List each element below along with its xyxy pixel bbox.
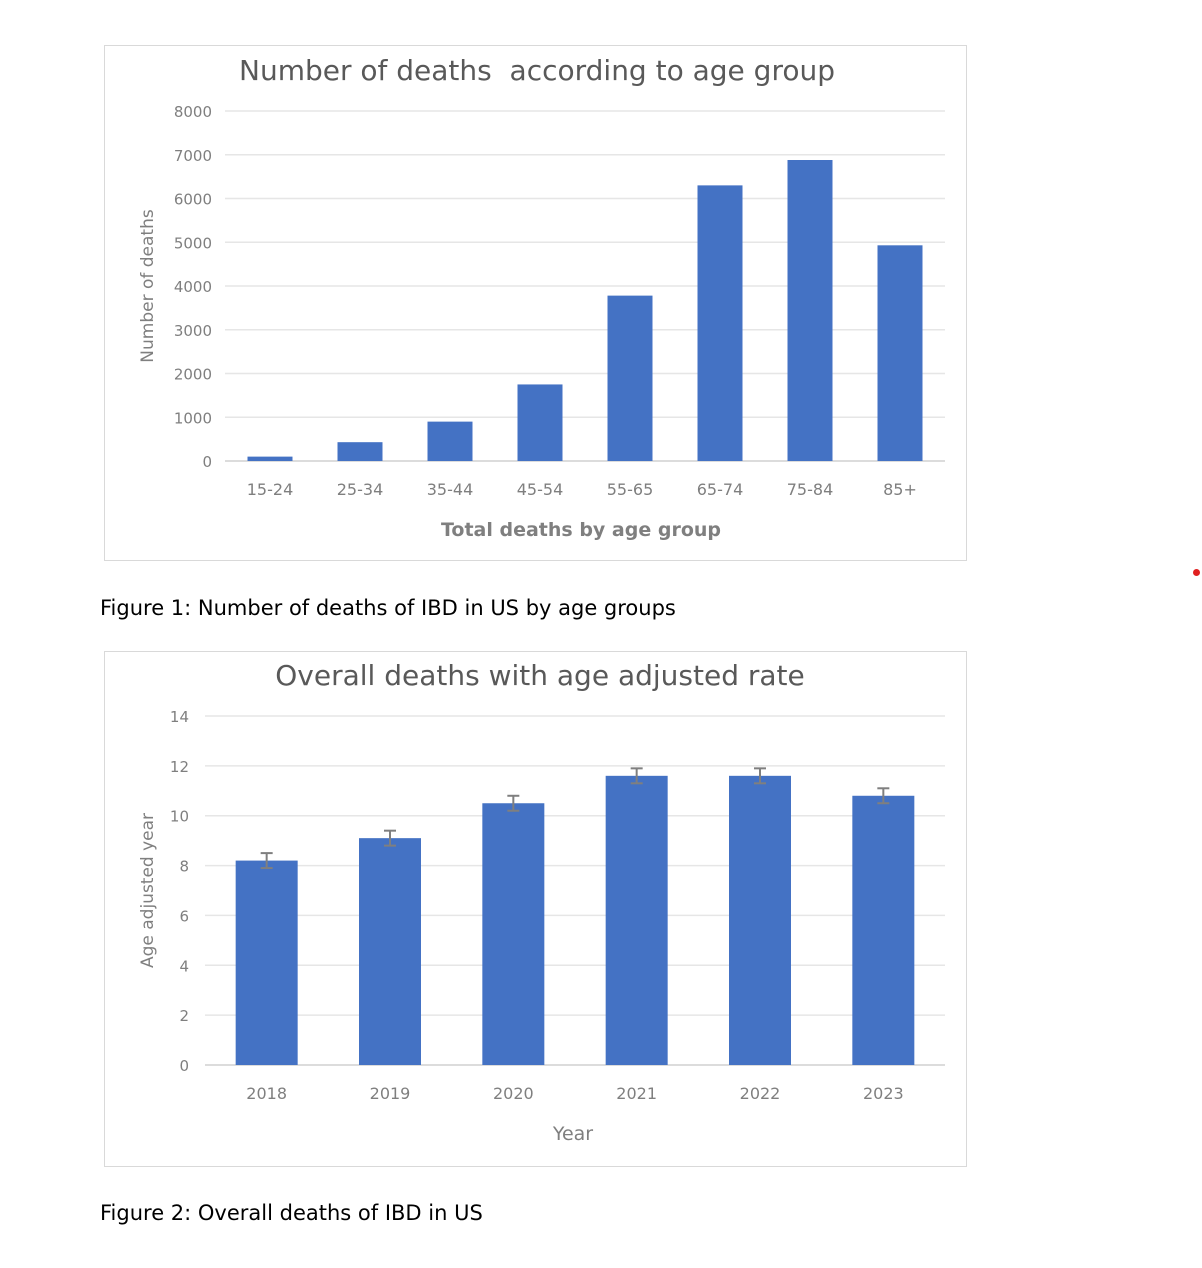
y-axis-label: Number of deaths bbox=[138, 209, 158, 363]
bar-2018 bbox=[235, 860, 298, 1065]
y-tick-label: 4000 bbox=[174, 278, 212, 296]
y-tick-label: 6000 bbox=[174, 191, 212, 209]
x-tick-label: 75-84 bbox=[787, 480, 834, 499]
chart-overall-deaths-rate: Overall deaths with age adjusted rate 0 2 4… bbox=[104, 651, 967, 1167]
figure-1-caption: Figure 1: Number of deaths of IBD in US … bbox=[100, 596, 676, 620]
y-axis-label: Age adjusted year bbox=[138, 813, 158, 968]
figure-2-caption: Figure 2: Overall deaths of IBD in US bbox=[100, 1201, 483, 1225]
bar-65-74 bbox=[697, 185, 743, 461]
x-tick-label: 35-44 bbox=[427, 480, 474, 499]
bar-85+ bbox=[877, 245, 923, 461]
bar-2021 bbox=[605, 775, 668, 1065]
bar-75-84 bbox=[787, 160, 833, 461]
y-tick-label: 8000 bbox=[174, 103, 212, 121]
y-tick-label: 8 bbox=[179, 858, 189, 876]
x-tick-label: 65-74 bbox=[697, 480, 744, 499]
chart-svg-age-adjusted-rate: Overall deaths with age adjusted rate 0 2 4… bbox=[138, 659, 945, 1145]
y-tick-label: 5000 bbox=[174, 234, 212, 252]
y-tick-label: 12 bbox=[170, 758, 189, 776]
bar-55-65 bbox=[607, 295, 653, 461]
chart-title: Number of deaths according to age group bbox=[239, 54, 835, 87]
bar-35-44 bbox=[427, 421, 473, 461]
bar-2020 bbox=[482, 803, 545, 1065]
y-tick-label: 7000 bbox=[174, 147, 212, 165]
x-tick-label: 55-65 bbox=[607, 480, 654, 499]
x-tick-label: 85+ bbox=[883, 480, 917, 499]
x-tick-label: 25-34 bbox=[337, 480, 384, 499]
x-tick-label: 2019 bbox=[370, 1084, 411, 1103]
y-tick-label: 0 bbox=[202, 453, 212, 471]
chart-deaths-by-age-group: Number of deaths according to age group 0… bbox=[104, 45, 967, 561]
y-tick-label: 10 bbox=[170, 808, 189, 826]
x-tick-label: 2020 bbox=[493, 1084, 534, 1103]
x-axis-label: Total deaths by age group bbox=[441, 519, 721, 541]
bar-2019 bbox=[359, 838, 421, 1065]
bar-2022 bbox=[729, 775, 791, 1065]
red-dot-marker bbox=[1193, 569, 1200, 576]
y-tick-label: 3000 bbox=[174, 322, 212, 340]
bar-15-24 bbox=[247, 456, 293, 461]
y-tick-label: 2 bbox=[179, 1007, 189, 1025]
y-tick-label: 6 bbox=[179, 907, 189, 925]
bar-2023 bbox=[852, 795, 915, 1065]
bar-25-34 bbox=[337, 442, 383, 461]
x-tick-label: 15-24 bbox=[247, 480, 294, 499]
x-tick-label: 45-54 bbox=[517, 480, 564, 499]
y-tick-label: 1000 bbox=[174, 409, 212, 427]
bar-45-54 bbox=[517, 384, 563, 461]
y-tick-label: 14 bbox=[170, 708, 189, 726]
chart-title: Overall deaths with age adjusted rate bbox=[275, 659, 805, 692]
y-tick-label: 4 bbox=[179, 957, 189, 975]
chart-svg-age-group: Number of deaths according to age group 0… bbox=[138, 54, 945, 541]
x-tick-label: 2023 bbox=[863, 1084, 904, 1103]
x-tick-label: 2018 bbox=[246, 1084, 287, 1103]
y-tick-label: 0 bbox=[179, 1057, 189, 1075]
x-axis-label: Year bbox=[552, 1123, 593, 1145]
y-tick-label: 2000 bbox=[174, 366, 212, 384]
x-tick-label: 2021 bbox=[616, 1084, 657, 1103]
x-tick-label: 2022 bbox=[740, 1084, 781, 1103]
